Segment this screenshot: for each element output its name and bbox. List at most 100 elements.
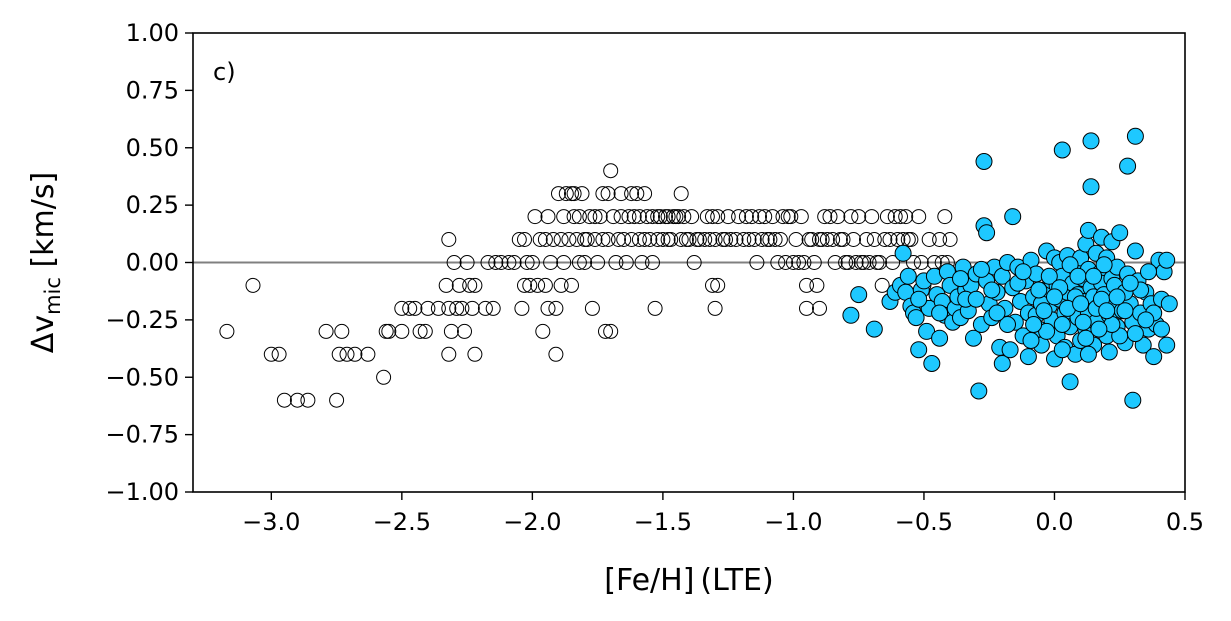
filled-point-37 <box>978 224 996 242</box>
open-point-229 <box>937 209 953 225</box>
open-point-22 <box>417 323 433 339</box>
open-point-0 <box>219 323 235 339</box>
open-point-68 <box>553 277 569 293</box>
open-point-190 <box>825 232 841 247</box>
filled-point-189 <box>1022 332 1040 349</box>
filled-point-118 <box>1111 224 1129 242</box>
panel-label: c) <box>213 58 236 86</box>
filled-point-149 <box>999 316 1016 333</box>
filled-point-161 <box>1095 256 1113 274</box>
filled-point-15 <box>923 355 941 372</box>
filled-point-9 <box>907 309 925 327</box>
open-point-213 <box>885 255 901 270</box>
filled-point-35 <box>975 153 993 170</box>
open-point-146 <box>710 277 726 293</box>
open-point-80 <box>574 186 590 202</box>
open-point-191 <box>827 255 843 270</box>
filled-point-194 <box>1121 274 1139 292</box>
x-tick-label: −1.0 <box>764 508 822 536</box>
open-point-38 <box>467 346 483 362</box>
open-point-132 <box>676 209 692 225</box>
open-point-210 <box>877 232 893 247</box>
open-point-203 <box>859 232 874 247</box>
open-point-208 <box>872 255 888 270</box>
filled-point-151 <box>1014 263 1032 281</box>
filled-point-111 <box>1100 343 1118 361</box>
filled-point-128 <box>1126 242 1144 260</box>
open-point-231 <box>942 232 958 247</box>
open-point-64 <box>548 300 564 316</box>
open-point-1 <box>245 277 261 293</box>
open-point-192 <box>830 209 846 225</box>
y-axis-label: Δvmic [km/s] <box>26 172 65 353</box>
filled-point-175 <box>1025 316 1043 333</box>
open-point-137 <box>689 232 705 247</box>
open-point-181 <box>804 232 820 247</box>
open-point-145 <box>707 232 723 247</box>
data-points-layer <box>219 127 1178 409</box>
open-point-194 <box>835 232 851 247</box>
open-point-143 <box>705 209 720 225</box>
y-tick-label: 0.75 <box>126 76 179 104</box>
filled-point-184 <box>1126 325 1144 343</box>
open-point-18 <box>394 323 410 339</box>
open-point-9 <box>331 346 347 362</box>
open-point-12 <box>347 346 363 362</box>
open-point-59 <box>537 232 553 247</box>
open-point-114 <box>639 209 655 225</box>
open-point-29 <box>441 346 457 362</box>
open-point-109 <box>631 209 647 225</box>
open-point-140 <box>699 209 715 225</box>
open-point-177 <box>796 255 812 270</box>
open-point-87 <box>587 232 603 247</box>
filled-point-193 <box>1108 288 1126 306</box>
open-point-27 <box>441 300 457 316</box>
open-point-53 <box>524 255 540 270</box>
open-point-88 <box>590 255 606 270</box>
open-point-144 <box>707 300 723 316</box>
open-point-105 <box>624 186 640 202</box>
open-point-5 <box>289 392 305 408</box>
filled-point-1 <box>850 286 868 304</box>
open-point-45 <box>501 255 517 270</box>
open-point-120 <box>650 232 666 247</box>
filled-point-94 <box>1079 221 1097 239</box>
y-tick-label: −0.50 <box>105 363 179 391</box>
filled-point-122 <box>1119 157 1137 175</box>
open-point-103 <box>618 255 634 270</box>
open-point-153 <box>731 209 747 225</box>
open-point-117 <box>645 255 660 270</box>
y-tick-label: 0.25 <box>126 191 179 219</box>
open-point-37 <box>464 300 480 316</box>
filled-point-158 <box>1069 267 1087 285</box>
open-point-151 <box>723 232 739 247</box>
open-point-50 <box>517 277 532 293</box>
open-point-165 <box>765 209 780 225</box>
open-point-189 <box>822 209 838 225</box>
open-point-188 <box>819 232 835 247</box>
open-point-17 <box>394 300 410 316</box>
open-point-184 <box>812 300 827 316</box>
open-point-60 <box>540 209 556 225</box>
filled-point-188 <box>910 290 928 308</box>
open-point-212 <box>882 232 898 247</box>
filled-point-180 <box>1030 281 1048 299</box>
open-point-218 <box>898 209 914 225</box>
filled-point-192 <box>1098 302 1116 320</box>
open-point-24 <box>430 300 446 316</box>
filled-point-143 <box>894 244 912 262</box>
open-point-160 <box>752 209 767 225</box>
open-point-135 <box>684 209 700 225</box>
filled-point-48 <box>1001 341 1019 359</box>
open-point-28 <box>443 323 459 339</box>
open-point-86 <box>587 209 603 225</box>
y-tick-label: −1.00 <box>105 478 179 506</box>
open-point-131 <box>673 186 689 202</box>
open-point-176 <box>793 209 809 225</box>
open-point-225 <box>921 232 937 247</box>
filled-point-127 <box>1126 127 1144 145</box>
open-point-8 <box>329 392 345 408</box>
open-point-46 <box>506 255 522 270</box>
open-point-30 <box>446 255 462 270</box>
open-point-42 <box>485 300 501 316</box>
